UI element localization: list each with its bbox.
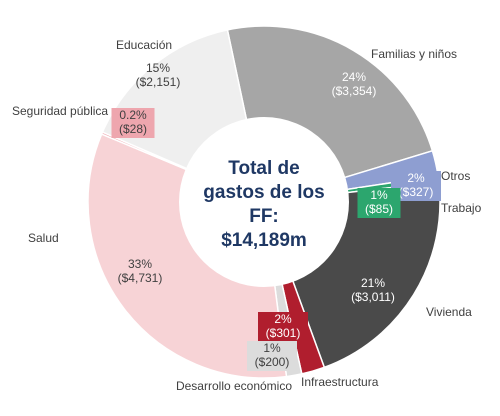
amount-label-infraestructura: ($301): [266, 326, 301, 340]
value-box-infraestructura: [258, 312, 308, 342]
amount-label-otros: ($327): [399, 185, 434, 199]
pct-label-seguridad-publica: 0.2%: [119, 108, 147, 122]
pct-label-salud: 33%: [128, 257, 152, 271]
amount-label-seguridad-publica: ($28): [119, 122, 147, 136]
category-label-vivienda: Vivienda: [426, 305, 472, 319]
donut-hole: [179, 117, 349, 287]
value-box-desarrollo-economico: [247, 341, 297, 371]
pct-label-vivienda: 21%: [361, 276, 385, 290]
pct-label-educacion: 15%: [146, 61, 170, 75]
center-line-2: gastos de los: [203, 182, 324, 203]
category-label-trabajo: Trabajo: [441, 201, 482, 215]
amount-label-educacion: ($2,151): [136, 75, 181, 89]
category-label-otros: Otros: [441, 169, 470, 183]
category-label-seguridad-publica: Seguridad pública: [12, 104, 108, 118]
amount-label-desarrollo-economico: ($200): [255, 355, 290, 369]
center-line-1: Total de: [228, 158, 299, 179]
category-label-infraestructura: Infraestructura: [301, 375, 379, 389]
center-total-value: $14,189m: [221, 230, 307, 251]
value-box-trabajo: [357, 188, 401, 218]
category-label-desarrollo-economico: Desarrollo económico: [176, 379, 292, 393]
center-line-3: FF:: [249, 206, 279, 227]
center-total: Total de gastos de los FF: $14,189m: [203, 158, 324, 251]
amount-label-trabajo: ($85): [365, 202, 393, 216]
pct-label-infraestructura: 2%: [274, 312, 292, 326]
pct-label-familias-y-ninos: 24%: [342, 70, 366, 84]
amount-label-familias-y-ninos: ($3,354): [332, 84, 377, 98]
pct-label-otros: 2%: [407, 171, 425, 185]
category-label-familias-y-ninos: Familias y niños: [371, 47, 457, 61]
amount-label-vivienda: ($3,011): [351, 290, 395, 304]
slice-labels: Familias y niños24%($3,354)Otros2%($327)…: [12, 38, 482, 393]
pct-label-trabajo: 1%: [370, 188, 388, 202]
category-label-educacion: Educación: [116, 38, 172, 52]
amount-label-salud: ($4,731): [118, 271, 163, 285]
category-label-salud: Salud: [28, 231, 59, 245]
pct-label-desarrollo-economico: 1%: [263, 341, 281, 355]
value-box-seguridad-publica: [111, 108, 155, 138]
